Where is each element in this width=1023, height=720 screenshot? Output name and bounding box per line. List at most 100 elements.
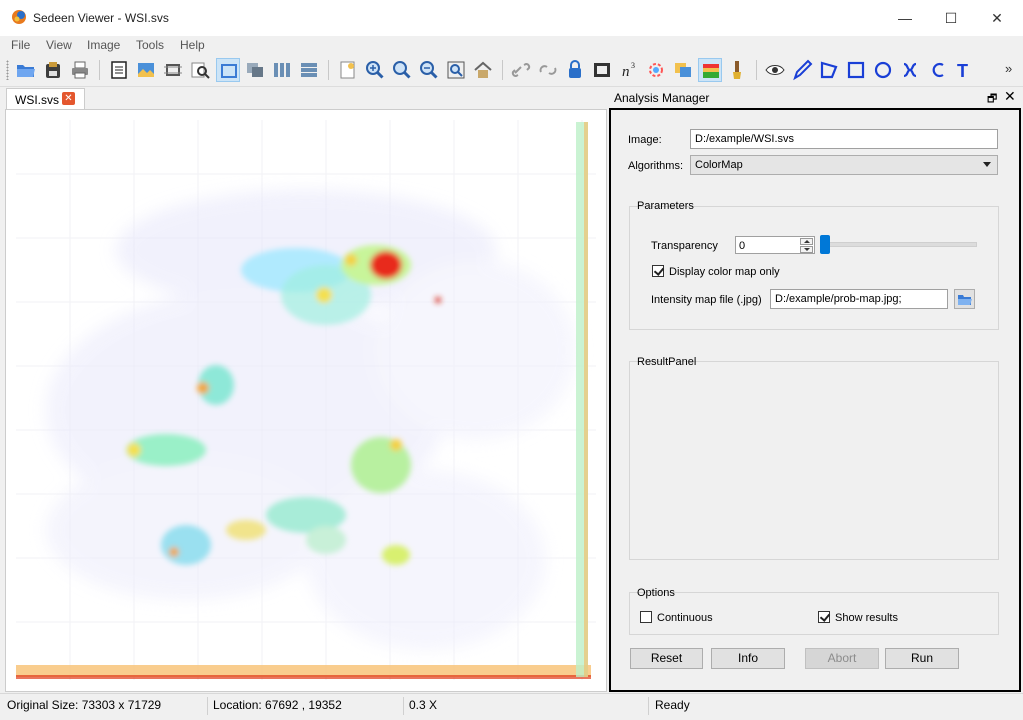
filmstrip-icon[interactable] [590, 58, 614, 82]
text-glyph: T [957, 61, 968, 81]
intensity-map-label: Intensity map file (.jpg) [651, 294, 762, 306]
layers-icon[interactable] [671, 58, 695, 82]
rectangle-icon[interactable] [844, 58, 868, 82]
menu-bar: File View Image Tools Help [0, 36, 1023, 55]
options-group [629, 592, 999, 635]
print-icon[interactable] [68, 58, 92, 82]
menu-file[interactable]: File [11, 38, 31, 52]
stepper-down-button[interactable] [800, 246, 813, 253]
color-wheel-icon[interactable] [644, 58, 668, 82]
rows-view-icon[interactable] [297, 58, 321, 82]
heatmap-icon[interactable] [698, 58, 722, 82]
curve-icon[interactable] [925, 58, 949, 82]
toolbar-separator [328, 60, 329, 80]
show-results-checkbox[interactable] [818, 611, 830, 623]
options-title: Options [637, 587, 675, 599]
status-zoom: 0.3 X [409, 698, 438, 712]
algorithm-select[interactable]: ColorMap [690, 155, 998, 175]
float-panel-icon[interactable]: 🗗 [987, 93, 998, 105]
open-folder-icon [958, 295, 972, 305]
display-color-map-only-label: Display color map only [669, 266, 780, 278]
stepper-up-button[interactable] [800, 238, 813, 245]
close-window-button[interactable]: ✕ [991, 10, 1003, 26]
display-color-map-only-checkbox[interactable] [652, 265, 664, 277]
lock-icon[interactable] [563, 58, 587, 82]
status-bar: Original Size: 73303 x 71729 Location: 6… [0, 693, 1023, 720]
new-page-icon[interactable] [336, 58, 360, 82]
transparency-slider-track[interactable] [821, 242, 977, 247]
edge-artifact-bottom [16, 665, 591, 677]
menu-tools[interactable]: Tools [136, 38, 165, 52]
algorithms-label: Algorithms: [628, 160, 684, 172]
magnifier-icon[interactable] [188, 58, 212, 82]
menu-help[interactable]: Help [180, 38, 205, 52]
pen-icon[interactable] [790, 58, 814, 82]
text-icon[interactable]: T [952, 58, 976, 82]
save-icon[interactable] [41, 58, 65, 82]
home-icon[interactable] [471, 58, 495, 82]
run-button[interactable]: Run [885, 648, 959, 669]
image-icon[interactable] [134, 58, 158, 82]
columns-view-icon[interactable] [270, 58, 294, 82]
show-results-label: Show results [835, 612, 898, 624]
open-folder-icon[interactable] [14, 58, 38, 82]
n-glyph: n [622, 64, 630, 80]
intensity-map-field[interactable]: D:/example/prob-map.jpg; [770, 289, 948, 309]
browse-file-button[interactable] [954, 289, 975, 309]
zoom-in-icon[interactable] [363, 58, 387, 82]
ellipse-icon[interactable] [871, 58, 895, 82]
chevron-down-icon [983, 162, 991, 167]
app-logo-icon [12, 10, 26, 24]
toolbar-overflow-button[interactable]: » [1005, 61, 1013, 76]
analysis-manager-panel: Image: D:/example/WSI.svs Algorithms: Co… [609, 108, 1021, 692]
tab-close-icon[interactable]: ✕ [62, 92, 75, 105]
zoom-out-icon[interactable] [390, 58, 414, 82]
document-tab[interactable]: WSI.svs ✕ [6, 88, 85, 109]
abort-button[interactable]: Abort [805, 648, 879, 669]
heatmap-overlay [126, 245, 441, 565]
overlay-view-icon[interactable] [243, 58, 267, 82]
image-path-field[interactable]: D:/example/WSI.svs [690, 129, 998, 149]
status-original-size: Original Size: 73303 x 71729 [7, 698, 162, 712]
maximize-button[interactable]: ☐ [944, 10, 958, 26]
transparency-value: 0 [739, 240, 746, 252]
n-superscript-glyph: 3 [631, 61, 635, 70]
status-state: Ready [655, 698, 690, 712]
status-location: Location: 67692 , 19352 [213, 698, 342, 712]
minimize-button[interactable]: — [898, 10, 912, 26]
menu-image[interactable]: Image [87, 38, 121, 52]
toolbar-grip[interactable] [6, 60, 9, 80]
zoom-fit-icon[interactable] [444, 58, 468, 82]
reset-button[interactable]: Reset [630, 648, 703, 669]
continuous-checkbox[interactable] [640, 611, 652, 623]
analysis-manager-header: Analysis Manager 🗗 ✕ [609, 88, 1021, 107]
link-icon[interactable] [509, 58, 533, 82]
image-label: Image: [628, 134, 662, 146]
single-view-icon[interactable] [216, 58, 240, 82]
polygon-icon[interactable] [817, 58, 841, 82]
transparency-slider-thumb[interactable] [820, 235, 830, 254]
crop-icon[interactable] [161, 58, 185, 82]
status-separator [648, 697, 649, 715]
window-title: Sedeen Viewer - WSI.svs [33, 11, 169, 25]
menu-view[interactable]: View [46, 38, 72, 52]
close-panel-icon[interactable]: ✕ [1004, 88, 1016, 104]
continuous-label: Continuous [657, 612, 713, 624]
document-icon[interactable] [107, 58, 131, 82]
eye-icon[interactable] [763, 58, 787, 82]
brush-icon[interactable] [725, 58, 749, 82]
zoom-minus-icon[interactable] [417, 58, 441, 82]
transparency-stepper[interactable]: 0 [735, 236, 815, 254]
toolbar-separator [99, 60, 100, 80]
toolbar-separator [502, 60, 503, 80]
document-tab-label: WSI.svs [15, 93, 59, 107]
parameters-title: Parameters [637, 200, 694, 212]
transparency-label: Transparency [651, 240, 718, 252]
freeform-icon[interactable] [898, 58, 922, 82]
algorithm-selected-value: ColorMap [695, 159, 743, 171]
image-viewer[interactable] [5, 109, 607, 692]
result-panel [629, 361, 999, 560]
info-button[interactable]: Info [711, 648, 785, 669]
unlink-icon[interactable] [536, 58, 560, 82]
